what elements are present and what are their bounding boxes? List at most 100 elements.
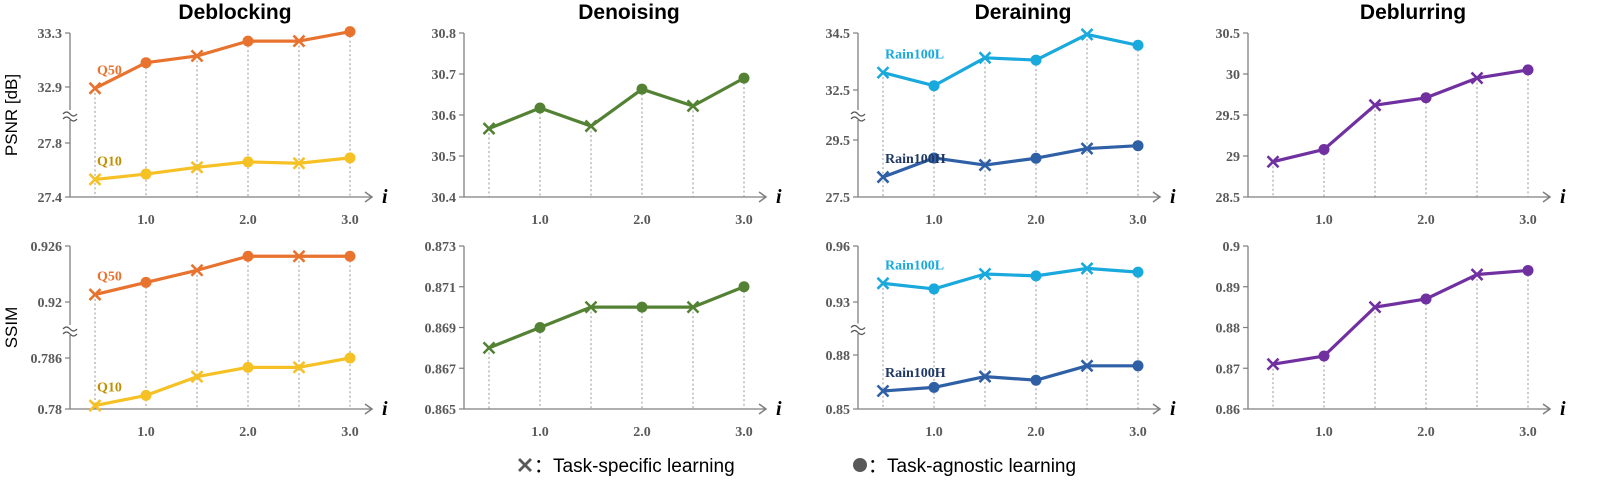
chart-3-series-rain100l-line [882, 32, 1139, 88]
chart-3-marker-x [876, 66, 890, 80]
chart-7-y-tick-label: 0.93 [826, 296, 851, 311]
chart-1-y-tick-label: 27.4 [38, 191, 63, 206]
chart-3-axis-break-gap [853, 110, 863, 120]
chart-2-y-tick-label: 30.7 [432, 68, 457, 83]
chart-1-axis-break-mark [62, 116, 78, 122]
chart-1-marker-x [292, 156, 306, 170]
chart-8-series-main-line [1272, 268, 1529, 366]
chart-7-series-label-rain100l: Rain100L [885, 258, 944, 273]
chart-7-x-tick-label: 3.0 [1129, 425, 1147, 440]
chart-6-y-tick-label: 0.871 [425, 281, 457, 296]
chart-8-y-tick-label: 0.89 [1216, 281, 1241, 296]
chart-6-x-tick-label: 1.0 [531, 425, 549, 440]
chart-3-axis-break-mark [850, 111, 866, 117]
chart-5-y-tick-label: 0.786 [31, 352, 63, 367]
chart-1-y-tick-label: 27.8 [38, 137, 63, 152]
chart-5-y-tick-label: 0.92 [38, 296, 63, 311]
chart-5-marker-dot [242, 361, 254, 373]
chart-6-y-tick-label: 0.873 [425, 240, 457, 255]
chart-7-marker-dot [1030, 374, 1042, 386]
chart-4-y-tick-label: 30 [1226, 68, 1240, 83]
chart-6-axis-var-label: i [776, 398, 782, 420]
chart-4-x-tick-label: 2.0 [1417, 213, 1435, 228]
chart-8-marker-dot [1318, 350, 1330, 362]
chart-7-axis-var-label: i [1170, 398, 1176, 420]
chart-2-x-tick-label: 1.0 [531, 213, 549, 228]
chart-5-x-tick-label: 3.0 [341, 425, 359, 440]
chart-5-x-axis-arrow [364, 403, 374, 415]
chart-7-marker-dot [1132, 360, 1144, 372]
chart-3-axis-var-label: i [1170, 186, 1176, 208]
chart-1-series-q50-line [94, 30, 351, 90]
chart-1-marker-dot [242, 156, 254, 168]
chart-1-marker-x [292, 34, 306, 48]
chart-5-axis-break-mark [62, 326, 78, 332]
chart-7-marker-x [978, 370, 992, 384]
chart-5-x-tick-label: 1.0 [137, 425, 155, 440]
chart-1-series-q10-line [94, 156, 351, 182]
chart-1-axis-break-gap [65, 110, 75, 120]
chart-5-axis-break-gap [65, 325, 75, 335]
chart-3-marker-dot [1030, 152, 1042, 164]
legend-dot-marker [853, 458, 867, 472]
chart-8-x-tick-label: 3.0 [1519, 425, 1537, 440]
chart-3-series-label-rain100l: Rain100L [885, 48, 944, 63]
chart-3-y-tick-label: 32.5 [826, 84, 851, 99]
chart-7-x-tick-label: 2.0 [1027, 425, 1045, 440]
chart-6-marker-dot [534, 322, 546, 333]
chart-1-series-label-q50: Q50 [97, 63, 122, 78]
chart-3-marker-x [978, 158, 992, 172]
chart-6-marker-x [584, 300, 598, 314]
chart-4-y-tick-label: 30.5 [1216, 27, 1241, 42]
chart-5-marker-x [292, 360, 306, 374]
chart-4-x-axis-arrow [1542, 191, 1552, 203]
chart-7-marker-x [876, 384, 890, 398]
chart-2-y-tick-label: 30.5 [432, 150, 457, 165]
chart-2-marker-dot [636, 83, 648, 95]
chart-8-y-tick-label: 0.9 [1223, 240, 1241, 255]
chart-5-y-tick-label: 0.926 [31, 240, 63, 255]
chart-3-marker-dot [1132, 140, 1144, 152]
chart-2-marker-dot [738, 72, 750, 84]
chart-3-marker-x [1080, 142, 1094, 155]
chart-1-series-label-q10: Q10 [97, 154, 122, 169]
chart-6-x-axis-arrow [758, 403, 768, 415]
chart-1-x-tick-label: 3.0 [341, 213, 359, 228]
chart-5-series-q10-line [94, 356, 351, 408]
chart-8-marker-dot [1522, 264, 1534, 276]
chart-2-x-tick-label: 2.0 [633, 213, 651, 228]
chart-7-marker-dot [928, 381, 940, 393]
row-label-ssim: SSIM [2, 307, 21, 349]
chart-1-marker-dot [344, 152, 356, 164]
chart-8-y-tick-label: 0.88 [1216, 322, 1241, 337]
chart-3-x-axis-arrow [1152, 191, 1162, 203]
chart-7-series-rain100l-line [882, 266, 1139, 291]
chart-1-marker-dot [140, 57, 152, 69]
chart-3-marker-x [876, 170, 890, 184]
chart-7-axis-break-gap [853, 323, 863, 334]
chart-5-axis-var-label: i [382, 398, 388, 420]
chart-3-x-tick-label: 1.0 [925, 213, 943, 228]
chart-3-y-tick-label: 34.5 [826, 27, 851, 42]
chart-4-y-tick-label: 29.5 [1216, 109, 1241, 124]
chart-5-marker-x [190, 263, 204, 277]
chart-1-x-tick-label: 2.0 [239, 213, 257, 228]
chart-5-marker-x [88, 399, 102, 413]
chart-4-marker-dot [1318, 143, 1330, 155]
chart-6-y-tick-label: 0.869 [425, 322, 457, 337]
chart-6-marker-dot [738, 281, 750, 293]
chart-3-series-rain100h-line [882, 144, 1139, 179]
chart-2-x-axis-arrow [758, 191, 768, 203]
chart-7-marker-x [1080, 261, 1094, 275]
chart-7-marker-dot [928, 283, 940, 295]
chart-1-x-tick-label: 1.0 [137, 213, 155, 228]
chart-7-axis-break-mark [850, 329, 866, 336]
chart-7-x-axis-arrow [1152, 403, 1162, 415]
chart-4-y-tick-label: 29 [1226, 150, 1240, 165]
chart-5-marker-dot [140, 389, 152, 401]
chart-8-y-tick-label: 0.86 [1216, 403, 1241, 418]
chart-1-y-tick-label: 32.9 [38, 81, 63, 96]
chart-8-x-tick-label: 2.0 [1417, 425, 1435, 440]
chart-4-marker-x [1368, 98, 1382, 112]
chart-5-marker-dot [344, 352, 356, 364]
